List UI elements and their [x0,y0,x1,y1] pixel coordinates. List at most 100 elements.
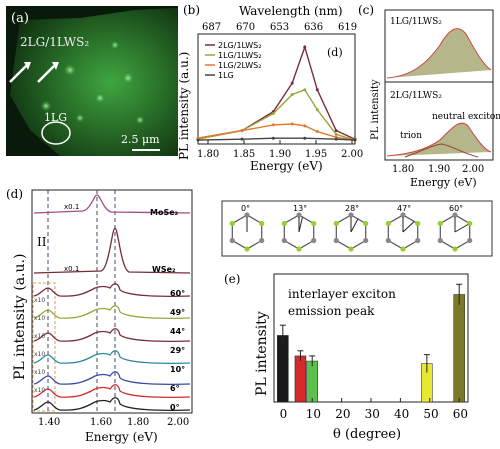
panel-e-x-title: θ (degree) [333,427,401,442]
panel-b-point-2-1 [240,129,244,133]
hexagon-atom-4-5 [467,220,473,227]
hexagon-atom-3-5 [415,220,421,227]
panel-e-bar-1 [294,355,307,403]
panel-e-label: (e) [224,272,240,286]
panel-b-point-3-5 [353,138,357,142]
panel-b-inner-label: (d) [327,46,343,59]
hexagon-atom-0-2 [229,237,235,244]
hexagon-atom-1-4 [296,212,302,218]
hexagon-atom-4-2 [437,237,443,244]
panel-b-legend-entry-0: 2LG/1LWS₂ [218,41,261,50]
panel-e-xtick-6: 60 [453,407,468,421]
panel-b-legend-entry-1: 1LG/1LWS₂ [218,51,261,60]
panel-e-xtick-3: 30 [365,407,380,421]
panel-d-spectrum-6 [33,371,191,385]
panel-b-point-3-0 [196,138,200,142]
panel-c-bottom-text: 2LG/1LWS₂ [390,91,442,101]
hexagon-atom-3-4 [400,212,406,218]
panel-b-top-tick-1: 670 [236,22,255,33]
panel-d-x10-5: x10 [34,387,45,394]
panel-d-label: (d) [6,187,23,201]
panel-d-xtick-3: 1.80 [127,417,149,428]
hexagon-atom-4-1 [452,246,458,252]
panel-b-series-1 [197,88,356,141]
panel-b-point-1-2 [271,112,275,115]
panel-d-spectrum-0 [33,194,191,214]
region-label: 1LG [44,111,67,124]
sample-label: 2LG/1LWS₂ [20,35,89,49]
panel-d-angle-label-6: 0° [170,403,180,412]
panel-c-x-title: Energy (eV) [410,176,477,189]
panel-d-x10-1: x10 [34,315,45,322]
panel-b-point-0-6 [334,129,338,133]
panel-c-bottom-frame [384,81,494,161]
panel-b-top-tick-0: 687 [202,22,221,33]
hexagon-atom-3-1 [400,246,406,252]
panel-b-top-tick-4: 619 [338,22,357,33]
panel-b-legend-entry-3: 1LG [218,71,234,80]
hexagon-atom-1-5 [311,220,317,227]
arrow-1 [9,65,27,83]
panel-e-xtick-0: 0 [280,407,288,421]
scalebar-label: 2.5 μm [121,133,160,146]
hexagon-atom-2-1 [348,246,354,252]
panel-b-legend-entry-2: 1LG/2LWS₂ [218,61,261,70]
panel-d-spectrum-4 [33,328,191,342]
panel-a-image: (a) 2LG/1LWS₂ 1LG 2.5 μm [6,6,178,156]
panel-b-top-tick-2: 653 [270,22,289,33]
hexagon-angle-1: 13° [293,204,307,213]
panel-c-xtick-1: 1.80 [392,164,414,175]
panel-c-top-text: 1LG/1LWS₂ [390,17,442,27]
hexagon-atom-0-1 [244,246,250,252]
panel-b-point-2-2 [271,123,275,127]
panel-e-xtick-4: 40 [394,407,409,421]
hexagon-atom-2-4 [348,212,354,218]
hexagon-atom-3-3 [385,220,391,227]
panel-d-roman: II [37,235,47,249]
panel-e-xtick-5: 50 [423,407,438,421]
panel-c-bottom-spectrum [386,122,492,157]
panel-d-angle-label-4: 10° [170,365,185,374]
panel-d-xtick-2: 1.60 [90,417,112,428]
hexagon-atom-1-3 [281,220,287,227]
hexagon-atom-0-5 [259,220,265,227]
panel-d-angle-label-1: 49° [170,308,185,317]
panel-b-y-title: PL intensity (a.u.) [177,52,191,160]
hexagon-atom-0-3 [229,220,235,227]
panel-a-label: (a) [11,11,29,26]
panel-b-point-1-4 [303,88,307,92]
arrow-2 [37,65,55,83]
panel-b-frame [197,33,356,145]
neutral-exciton-label: neutral exciton [432,112,500,122]
hexagon-atom-2-2 [333,237,339,244]
panel-b-point-2-3 [290,122,294,126]
panel-b-point-0-3 [290,81,294,85]
panel-b-x-title: Energy (eV) [250,159,323,173]
panel-b-label: (b) [183,3,200,17]
panel-d-x10-3: x10 [34,351,45,358]
panel-c-top-spectrum [386,28,492,79]
hexagon-angle-line-1 [298,217,303,233]
hexagon-atom-4-3 [437,220,443,227]
panel-d-angle-label-3: 29° [170,346,185,355]
panel-b-point-1-3 [290,93,294,96]
hexagon-angle-line-4 [454,224,469,233]
panel-d: (d) II x0.1 x0.1 MoSe₂ WSe₂ 60° 49° 44° 29°… [6,187,193,444]
panel-d-spectrum-7 [33,384,191,398]
panel-c-y-title: PL intensity [370,79,381,140]
panel-b-point-2-5 [315,130,319,134]
panel-e-xtick-1: 10 [306,407,321,421]
panel-b-point-0-4 [303,45,307,49]
panel-c-label: (c) [358,3,374,17]
panel-d-x-title: Energy (eV) [85,430,158,444]
panel-b-series-2 [197,123,356,141]
panel-b-point-3-4 [334,137,338,141]
panel-d-angle-label-0: 60° [170,289,185,298]
panel-b-point-0-5 [315,88,319,92]
panel-e-bar-2 [306,360,318,403]
mose2-label: MoSe₂ [150,208,179,217]
panel-d-x10-0: x10 [34,297,45,304]
hexagon-atom-2-0 [363,237,369,244]
x01-label-a: x0.1 [64,203,79,211]
panel-d-xtick-1: 1.40 [38,417,60,428]
